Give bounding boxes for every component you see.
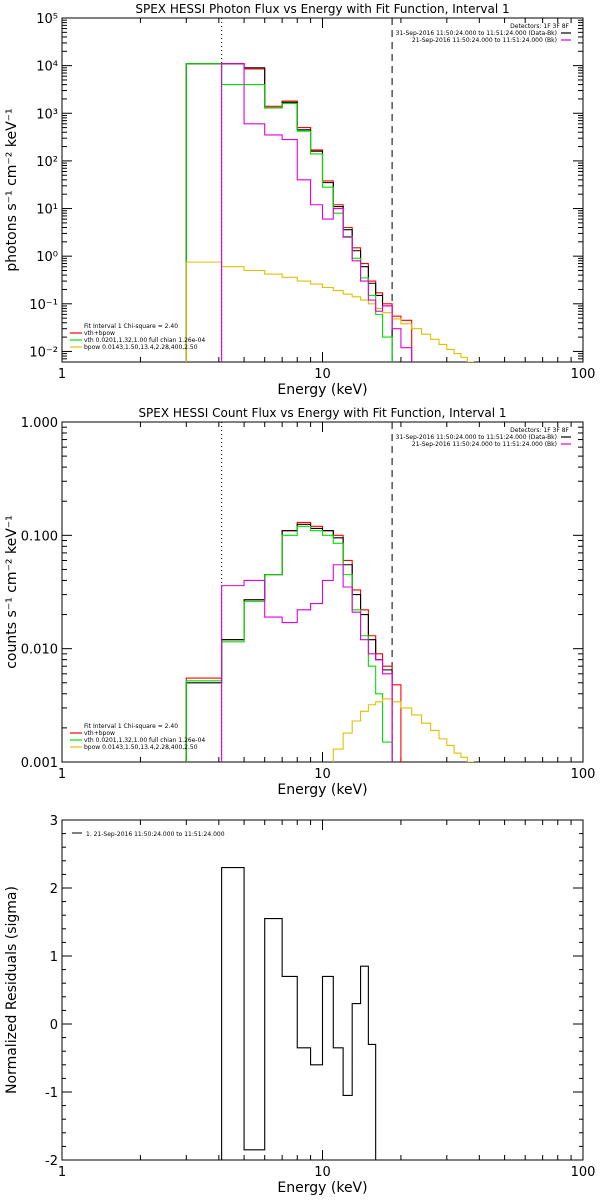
series-line-bk	[221, 63, 413, 362]
legend-entry: vth 0.0201,1.32,1.00 full chian 1.26e-04	[84, 337, 205, 344]
x-tick-label: 10	[314, 767, 331, 782]
x-tick-label: 100	[571, 367, 596, 382]
y-axis-label: Normalized Residuals (sigma)	[4, 886, 20, 1094]
x-axis-label: Energy (keV)	[277, 382, 367, 398]
y-tick-label: 0.001	[21, 756, 58, 771]
series-line-bk	[221, 564, 393, 762]
y-tick-label: 0	[50, 1018, 58, 1033]
x-axis-label: Energy (keV)	[277, 1180, 367, 1196]
y-tick-label: 1	[50, 950, 58, 965]
series-line-bpow	[332, 698, 475, 762]
x-tick-label: 1	[58, 767, 66, 782]
x-tick-label: 10	[314, 1165, 331, 1180]
x-tick-label: 10	[314, 367, 331, 382]
plot-frame	[61, 17, 584, 363]
legend-top-entry: 21-Sep-2016 11:50:24.000 to 11:51:24.000…	[412, 37, 557, 44]
y-tick-label: 0.010	[21, 643, 58, 658]
legend-entry: bpow 0.0143,1.50,13.4,2.28,400,2.50	[84, 344, 198, 351]
legend-top-entry: Detectors: 1F 3F 8F	[510, 23, 569, 30]
series-line-data-bk	[185, 63, 393, 362]
legend-top-entry: 31-Sep-2016 11:50:24.000 to 11:51:24.000…	[396, 434, 557, 441]
y-tick-label: 10⁻¹	[29, 298, 58, 313]
y-tick-label: 10⁰	[36, 250, 58, 265]
legend-entry: vth+bpow	[84, 730, 115, 737]
legend-entry: vth 0.0201,1.32,1.00 full chian 1.26e-04	[84, 737, 205, 744]
y-tick-label: 10⁴	[36, 60, 58, 75]
x-tick-label: 1	[58, 1165, 66, 1180]
legend-top-entry: 21-Sep-2016 11:50:24.000 to 11:51:24.000…	[412, 441, 557, 448]
y-tick-label: -2	[45, 1154, 58, 1169]
series-line-vth	[185, 63, 393, 362]
y-tick-label: 2	[50, 882, 58, 897]
chart-title: SPEX HESSI Count Flux vs Energy with Fit…	[138, 406, 506, 420]
series-line-vth	[185, 525, 393, 762]
legend-entry: vth+bpow	[84, 330, 115, 337]
count-panel	[61, 421, 584, 763]
legend-entry: bpow 0.0143,1.50,13.4,2.28,400,2.50	[84, 744, 198, 751]
y-tick-label: 1.000	[21, 416, 58, 431]
y-tick-label: 10³	[36, 107, 58, 122]
y-tick-label: 3	[50, 814, 58, 829]
y-tick-label: 0.100	[21, 529, 58, 544]
series-line-vth-bpow	[185, 63, 413, 362]
x-tick-label: 100	[571, 767, 596, 782]
legend-top-entry: 31-Sep-2016 11:50:24.000 to 11:51:24.000…	[396, 30, 557, 37]
chart-title: SPEX HESSI Photon Flux vs Energy with Fi…	[135, 2, 509, 16]
legend-entry: 1. 21-Sep-2016 11:50:24.000 to 11:51:24.…	[86, 831, 225, 838]
x-axis-label: Energy (keV)	[277, 782, 367, 798]
y-axis-label: counts s⁻¹ cm⁻² keV⁻¹	[4, 515, 20, 669]
y-tick-label: 10¹	[36, 203, 58, 218]
y-tick-label: 10⁵	[36, 12, 58, 27]
legend-entry: Fit Interval 1 Chi-square = 2.40	[84, 323, 178, 330]
legend-top-entry: Detectors: 1F 3F 8F	[510, 427, 569, 434]
series-line-1-21-sep-2016-11-50-24-000-to-11-51-24-000	[221, 867, 377, 1160]
legend-entry: Fit Interval 1 Chi-square = 2.40	[84, 723, 178, 730]
photon-panel	[61, 17, 584, 363]
y-axis-label: photons s⁻¹ cm⁻² keV⁻¹	[4, 108, 20, 271]
y-tick-label: -1	[45, 1086, 58, 1101]
y-tick-label: 10⁻²	[29, 345, 58, 360]
y-tick-label: 10²	[36, 155, 58, 170]
series-line-bpow	[185, 261, 475, 362]
x-tick-label: 100	[571, 1165, 596, 1180]
residuals-panel	[61, 819, 584, 1161]
x-tick-label: 1	[58, 367, 66, 382]
series-line-data-bk	[185, 523, 393, 762]
